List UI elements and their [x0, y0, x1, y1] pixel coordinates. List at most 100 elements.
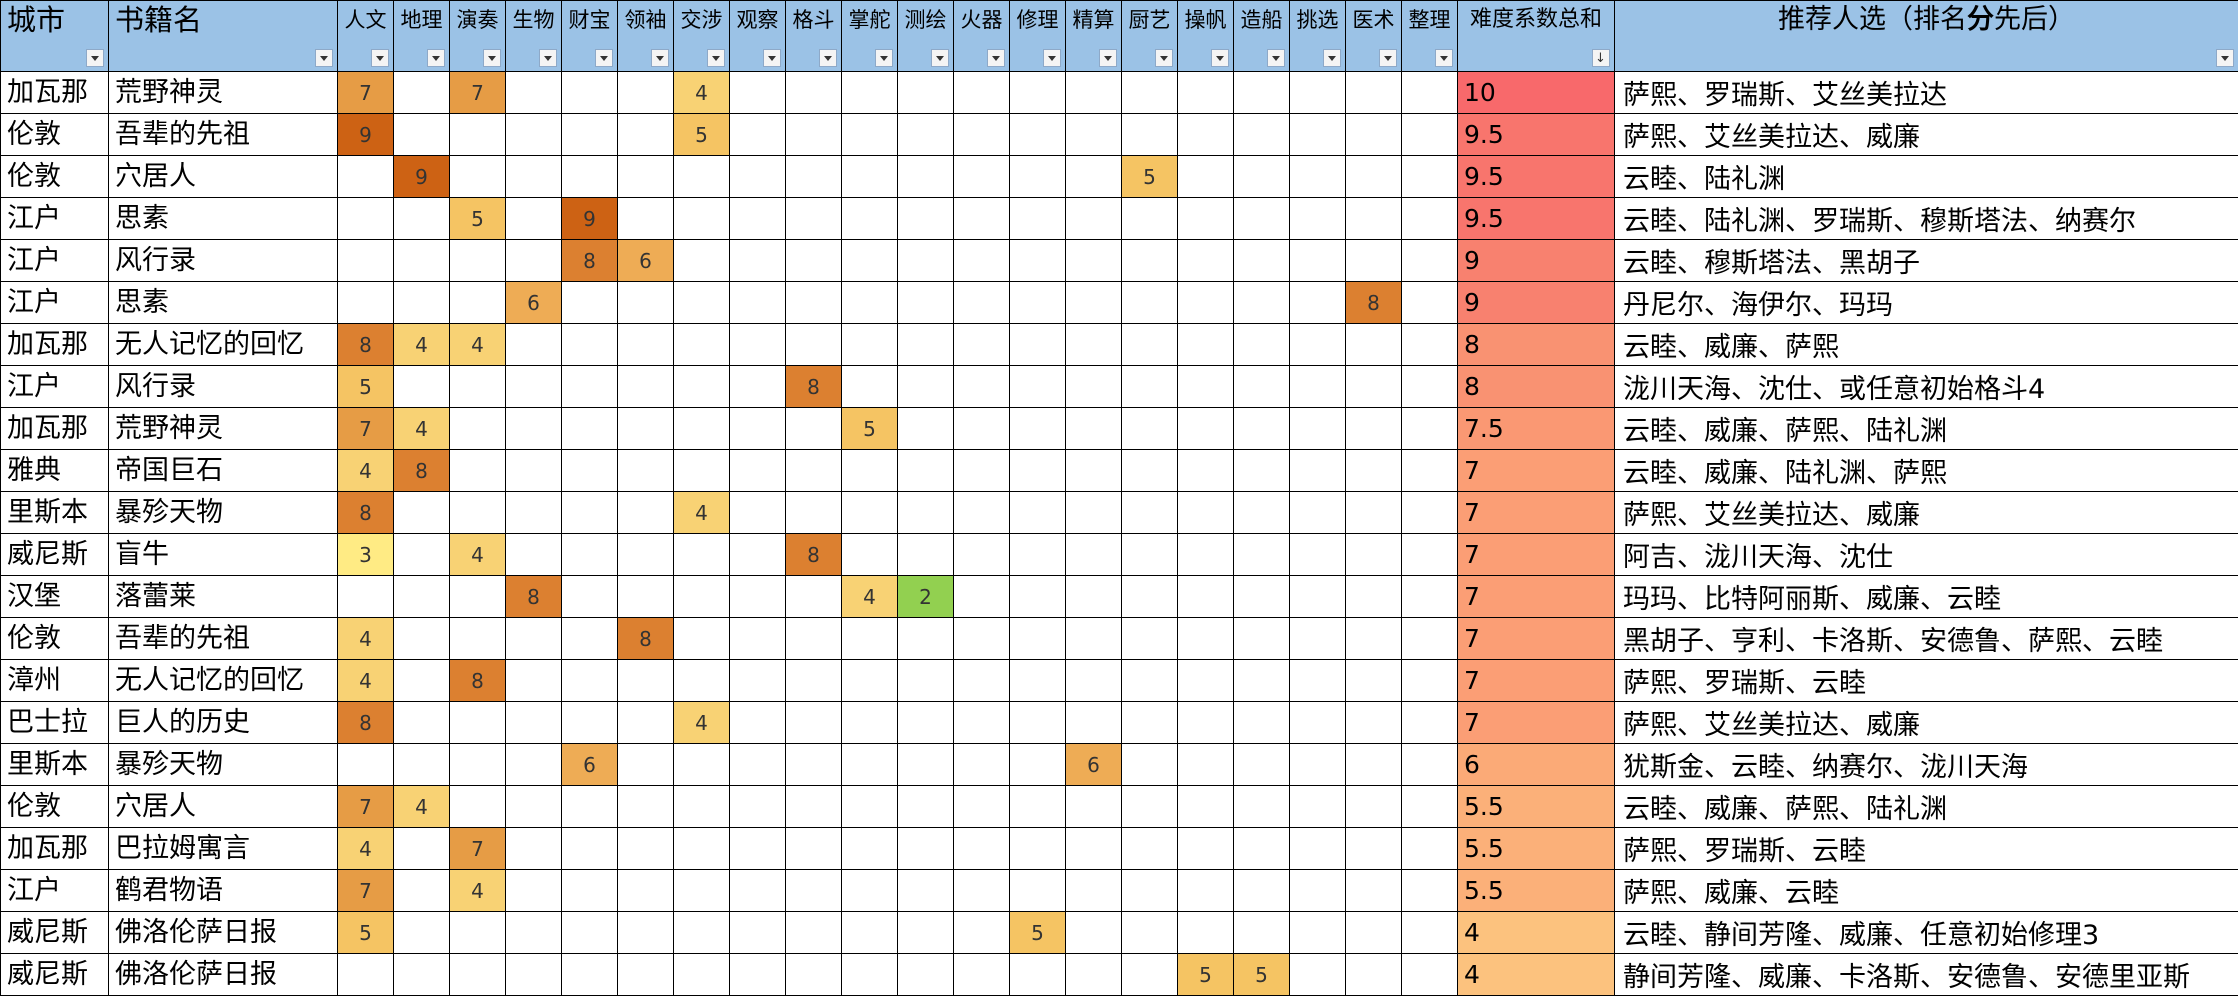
cell-skill[interactable]	[953, 407, 1010, 450]
cell-book[interactable]: 帝国巨石	[108, 449, 338, 492]
cell-skill[interactable]	[1233, 743, 1290, 786]
cell-skill[interactable]	[1345, 785, 1402, 828]
cell-skill[interactable]	[505, 365, 562, 408]
cell-skill[interactable]	[1177, 113, 1234, 156]
cell-skill[interactable]	[449, 743, 506, 786]
cell-recommendation[interactable]: 阿吉、泷川天海、沈仕	[1614, 533, 2238, 576]
cell-skill[interactable]	[1121, 575, 1178, 618]
cell-city[interactable]: 汉堡	[0, 575, 109, 618]
cell-city[interactable]: 里斯本	[0, 491, 109, 534]
cell-skill[interactable]: 7	[337, 407, 394, 450]
cell-skill[interactable]: 4	[393, 407, 450, 450]
cell-skill[interactable]	[1345, 575, 1402, 618]
cell-skill[interactable]	[841, 239, 898, 282]
cell-book[interactable]: 穴居人	[108, 785, 338, 828]
cell-skill[interactable]	[1065, 701, 1122, 744]
cell-difficulty[interactable]: 9.5	[1457, 155, 1615, 198]
cell-recommendation[interactable]: 萨熙、艾丝美拉达、威廉	[1614, 113, 2238, 156]
header-skill-4[interactable]: 财宝	[561, 0, 618, 72]
header-skill-5[interactable]: 领袖	[617, 0, 674, 72]
cell-skill[interactable]	[1345, 323, 1402, 366]
cell-skill[interactable]	[449, 701, 506, 744]
cell-skill[interactable]	[1121, 365, 1178, 408]
cell-recommendation[interactable]: 云睦、威廉、萨熙	[1614, 323, 2238, 366]
cell-skill[interactable]	[953, 827, 1010, 870]
cell-skill[interactable]	[1345, 449, 1402, 492]
cell-skill[interactable]	[1233, 365, 1290, 408]
filter-dropdown-icon[interactable]	[707, 49, 725, 67]
filter-dropdown-icon[interactable]	[1267, 49, 1285, 67]
cell-skill[interactable]	[1401, 785, 1458, 828]
cell-book[interactable]: 荒野神灵	[108, 71, 338, 114]
cell-skill[interactable]	[729, 785, 786, 828]
cell-skill[interactable]	[1401, 533, 1458, 576]
cell-skill[interactable]	[449, 113, 506, 156]
header-skill-7[interactable]: 观察	[729, 0, 786, 72]
cell-skill[interactable]	[393, 197, 450, 240]
cell-skill[interactable]	[953, 869, 1010, 912]
filter-dropdown-icon[interactable]	[371, 49, 389, 67]
cell-skill[interactable]	[1177, 575, 1234, 618]
cell-skill[interactable]	[953, 785, 1010, 828]
cell-skill[interactable]	[449, 575, 506, 618]
cell-skill[interactable]	[505, 911, 562, 954]
cell-skill[interactable]	[841, 281, 898, 324]
cell-skill[interactable]	[897, 911, 954, 954]
cell-skill[interactable]	[393, 659, 450, 702]
cell-skill[interactable]	[337, 953, 394, 996]
cell-skill[interactable]	[785, 449, 842, 492]
cell-skill[interactable]	[1233, 239, 1290, 282]
cell-skill[interactable]	[1009, 491, 1066, 534]
cell-skill[interactable]	[785, 743, 842, 786]
filter-dropdown-icon[interactable]	[1155, 49, 1173, 67]
cell-city[interactable]: 里斯本	[0, 743, 109, 786]
cell-skill[interactable]	[561, 491, 618, 534]
cell-skill[interactable]	[1401, 197, 1458, 240]
cell-skill[interactable]	[841, 491, 898, 534]
cell-skill[interactable]	[1009, 155, 1066, 198]
cell-skill[interactable]	[337, 575, 394, 618]
cell-skill[interactable]	[561, 365, 618, 408]
cell-skill[interactable]: 8	[337, 491, 394, 534]
filter-dropdown-icon[interactable]	[427, 49, 445, 67]
cell-city[interactable]: 雅典	[0, 449, 109, 492]
cell-skill[interactable]	[617, 155, 674, 198]
cell-skill[interactable]	[1289, 911, 1346, 954]
cell-skill[interactable]	[505, 155, 562, 198]
cell-book[interactable]: 佛洛伦萨日报	[108, 953, 338, 996]
cell-skill[interactable]	[561, 617, 618, 660]
cell-city[interactable]: 巴士拉	[0, 701, 109, 744]
cell-skill[interactable]	[785, 617, 842, 660]
cell-skill[interactable]	[785, 155, 842, 198]
cell-city[interactable]: 威尼斯	[0, 911, 109, 954]
cell-difficulty[interactable]: 9.5	[1457, 197, 1615, 240]
cell-skill[interactable]	[1009, 281, 1066, 324]
cell-skill[interactable]: 8	[1345, 281, 1402, 324]
cell-skill[interactable]	[1289, 71, 1346, 114]
cell-skill[interactable]: 7	[337, 869, 394, 912]
cell-skill[interactable]: 5	[673, 113, 730, 156]
cell-skill[interactable]	[1401, 701, 1458, 744]
cell-skill[interactable]	[729, 911, 786, 954]
cell-recommendation[interactable]: 静间芳隆、威廉、卡洛斯、安德鲁、安德里亚斯	[1614, 953, 2238, 996]
cell-skill[interactable]	[841, 617, 898, 660]
cell-skill[interactable]	[1233, 575, 1290, 618]
cell-skill[interactable]	[673, 827, 730, 870]
cell-skill[interactable]	[1065, 197, 1122, 240]
filter-dropdown-icon[interactable]	[1323, 49, 1341, 67]
filter-dropdown-icon[interactable]	[931, 49, 949, 67]
cell-skill[interactable]	[337, 197, 394, 240]
cell-skill[interactable]	[1009, 827, 1066, 870]
cell-skill[interactable]	[617, 281, 674, 324]
cell-skill[interactable]	[897, 617, 954, 660]
cell-skill[interactable]	[1233, 491, 1290, 534]
cell-skill[interactable]	[561, 869, 618, 912]
cell-skill[interactable]	[1289, 953, 1346, 996]
cell-skill[interactable]	[1009, 659, 1066, 702]
cell-skill[interactable]: 6	[561, 743, 618, 786]
cell-book[interactable]: 穴居人	[108, 155, 338, 198]
cell-skill[interactable]	[1289, 701, 1346, 744]
cell-skill[interactable]	[897, 869, 954, 912]
cell-skill[interactable]	[1065, 365, 1122, 408]
cell-skill[interactable]	[617, 869, 674, 912]
